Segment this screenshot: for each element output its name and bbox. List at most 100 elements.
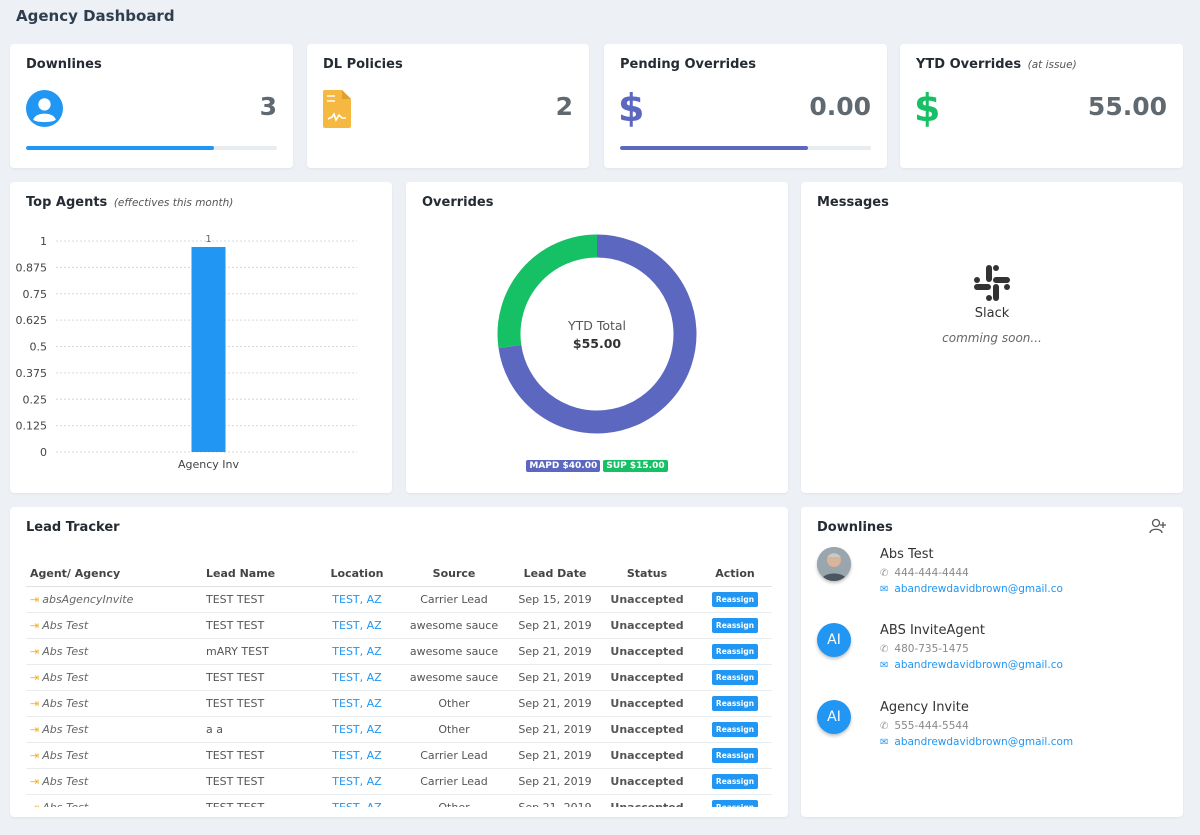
location-link[interactable]: TEST, AZ xyxy=(320,638,394,665)
reassign-button[interactable]: Reassign xyxy=(711,618,759,633)
downline-name[interactable]: ABS InviteAgent xyxy=(880,623,985,638)
downline-name[interactable]: Abs Test xyxy=(880,547,934,562)
column-header[interactable]: Location xyxy=(320,557,394,587)
lead-name-cell: TEST TEST xyxy=(202,742,320,769)
phone-icon: ✆ xyxy=(880,721,889,732)
downline-phone: ✆ 555-444-5544 xyxy=(880,720,969,732)
status-cell: Unaccepted xyxy=(596,586,698,613)
location-link[interactable]: TEST, AZ xyxy=(320,768,394,795)
reassign-button[interactable]: Reassign xyxy=(711,748,759,763)
column-header[interactable]: Agent/ Agency xyxy=(26,557,202,587)
agent-cell[interactable]: ⇥Abs Test xyxy=(26,716,202,743)
table-header-row: Agent/ Agency Lead Name Location Source … xyxy=(26,557,772,587)
agent-cell[interactable]: ⇥ absAgencyInvite xyxy=(26,586,202,613)
source-cell: Carrier Lead xyxy=(394,768,514,795)
ytd-overrides-stat-card[interactable]: YTD Overrides (at issue) $ 55.00 xyxy=(900,44,1183,168)
downline-email[interactable]: ✉ abandrewdavidbrown@gmail.com xyxy=(880,736,1074,748)
table-row[interactable]: ⇥ absAgencyInvite TEST TEST TEST, AZ Carrier… xyxy=(26,586,772,613)
table-row[interactable]: ⇥ Abs Test mARY TEST TEST, AZ awesome sauce S… xyxy=(26,638,772,665)
reassign-button[interactable]: Reassign xyxy=(711,592,759,607)
reassign-button[interactable]: Reassign xyxy=(711,670,759,685)
column-header[interactable]: Source xyxy=(394,557,514,587)
action-cell: Reassign xyxy=(698,690,772,717)
dl-policies-stat-card[interactable]: DL Policies 2 xyxy=(307,44,589,168)
column-header[interactable]: Lead Name xyxy=(202,557,320,587)
agent-cell[interactable]: ⇥Abs Test xyxy=(26,612,202,639)
source-cell: Other xyxy=(394,716,514,743)
y-tick-label: 0.125 xyxy=(16,420,48,433)
reassign-button[interactable]: Reassign xyxy=(711,644,759,659)
agent-cell[interactable]: ⇥Abs Test xyxy=(26,794,202,807)
lead-name-cell: TEST TEST xyxy=(202,612,320,639)
column-header[interactable]: Action xyxy=(698,557,772,587)
reassign-button[interactable]: Reassign xyxy=(711,800,759,807)
downline-item[interactable]: AI ABS InviteAgent ✆ 480-735-1475 ✉ abandrewd… xyxy=(817,623,1157,683)
action-cell: Reassign xyxy=(698,586,772,613)
y-tick-label: 0.375 xyxy=(16,367,48,380)
location-link[interactable]: TEST, AZ xyxy=(320,612,394,639)
downline-email[interactable]: ✉ abandrewdavidbrown@gmail.co xyxy=(880,659,1063,671)
donut-slice-mapd[interactable] xyxy=(498,234,697,434)
sign-in-icon: ⇥ xyxy=(30,645,40,658)
donut-slice-sup[interactable] xyxy=(497,234,598,349)
lead-name-cell: TEST TEST xyxy=(202,794,320,807)
file-contract-icon xyxy=(323,90,351,132)
card-title: Messages xyxy=(817,195,889,210)
x-category-label: Agency Inv xyxy=(178,458,240,471)
lead-date-cell: Sep 21, 2019 xyxy=(514,794,596,807)
lead-tracker-table[interactable]: Agent/ Agency Lead Name Location Source … xyxy=(26,557,772,807)
page-title: Agency Dashboard xyxy=(16,7,175,25)
location-link[interactable]: TEST, AZ xyxy=(320,664,394,691)
progress-fill xyxy=(620,146,809,150)
location-link[interactable]: TEST, AZ xyxy=(320,586,394,613)
phone-icon: ✆ xyxy=(880,644,889,655)
lead-name-cell: TEST TEST xyxy=(202,664,320,691)
lead-date-cell: Sep 21, 2019 xyxy=(514,742,596,769)
downline-item[interactable]: AI Agency Invite ✆ 555-444-5544 ✉ abandrewdav… xyxy=(817,700,1157,760)
sign-in-icon: ⇥ xyxy=(30,619,40,632)
lead-date-cell: Sep 21, 2019 xyxy=(514,638,596,665)
source-cell: awesome sauce xyxy=(394,612,514,639)
table-row[interactable]: ⇥ Abs Test TEST TEST TEST, AZ awesome sauce S… xyxy=(26,664,772,691)
downline-item[interactable]: Abs Test ✆ 444-444-4444 ✉ abandrewdavidbrown… xyxy=(817,547,1157,607)
location-link[interactable]: TEST, AZ xyxy=(320,690,394,717)
downline-email[interactable]: ✉ abandrewdavidbrown@gmail.co xyxy=(880,583,1063,595)
ytd-overrides-value: 55.00 xyxy=(1087,92,1167,121)
action-cell: Reassign xyxy=(698,716,772,743)
user-plus-icon[interactable] xyxy=(1149,518,1167,538)
sign-in-icon: ⇥ xyxy=(30,775,40,788)
progress-fill xyxy=(26,146,215,150)
downline-name[interactable]: Agency Invite xyxy=(880,700,969,715)
action-cell: Reassign xyxy=(698,794,772,807)
table-row[interactable]: ⇥ Abs Test a a TEST, AZ Other Sep 21, 2019 Una… xyxy=(26,716,772,743)
y-tick-label: 0.875 xyxy=(16,261,48,274)
downline-phone: ✆ 480-735-1475 xyxy=(880,643,969,655)
pending-overrides-stat-card[interactable]: Pending Overrides $ 0.00 xyxy=(604,44,887,168)
reassign-button[interactable]: Reassign xyxy=(711,774,759,789)
donut-legend: MAPD $40.00 SUP $15.00 xyxy=(406,460,788,472)
bar[interactable] xyxy=(191,247,226,452)
location-link[interactable]: TEST, AZ xyxy=(320,742,394,769)
table-row[interactable]: ⇥ Abs Test TEST TEST TEST, AZ Carrier Lead Se… xyxy=(26,742,772,769)
agent-cell[interactable]: ⇥Abs Test xyxy=(26,742,202,769)
table-row[interactable]: ⇥ Abs Test TEST TEST TEST, AZ Carrier Lead Se… xyxy=(26,768,772,795)
status-cell: Unaccepted xyxy=(596,742,698,769)
agent-cell[interactable]: ⇥Abs Test xyxy=(26,690,202,717)
agent-cell[interactable]: ⇥Abs Test xyxy=(26,638,202,665)
location-link[interactable]: TEST, AZ xyxy=(320,794,394,807)
location-link[interactable]: TEST, AZ xyxy=(320,716,394,743)
donut-center-value: $55.00 xyxy=(572,336,622,351)
lead-name-cell: TEST TEST xyxy=(202,690,320,717)
reassign-button[interactable]: Reassign xyxy=(711,722,759,737)
column-header[interactable]: Status xyxy=(596,557,698,587)
agent-cell[interactable]: ⇥Abs Test xyxy=(26,664,202,691)
overrides-donut-chart xyxy=(497,234,697,434)
action-cell: Reassign xyxy=(698,612,772,639)
column-header[interactable]: Lead Date xyxy=(514,557,596,587)
reassign-button[interactable]: Reassign xyxy=(711,696,759,711)
agent-cell[interactable]: ⇥Abs Test xyxy=(26,768,202,795)
table-row[interactable]: ⇥ Abs Test TEST TEST TEST, AZ awesome sauce S… xyxy=(26,612,772,639)
downlines-stat-card[interactable]: Downlines 3 xyxy=(10,44,293,168)
